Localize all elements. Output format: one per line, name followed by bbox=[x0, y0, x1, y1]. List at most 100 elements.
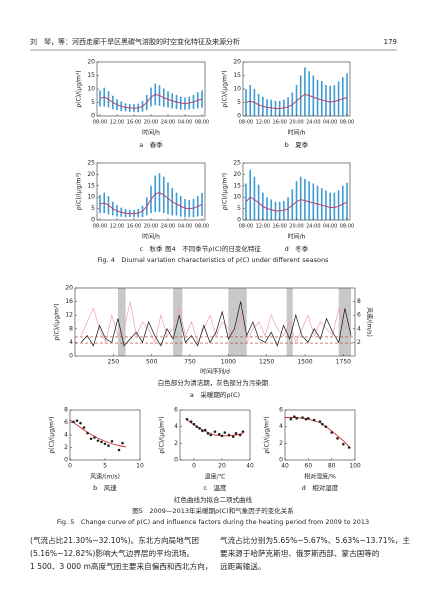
y-tick-label: 20 bbox=[87, 59, 95, 66]
y-axis-label: ρ(C)/(μg/m³) bbox=[222, 173, 229, 210]
scatter-point bbox=[209, 433, 213, 437]
scatter-point bbox=[206, 432, 210, 435]
y-tick-label: 15 bbox=[233, 72, 241, 79]
plot-frame bbox=[69, 409, 141, 461]
scatter-point bbox=[241, 430, 245, 433]
y-tick-label: 10 bbox=[87, 194, 95, 201]
scatter-point bbox=[121, 441, 124, 445]
scatter-point bbox=[227, 433, 231, 437]
x-axis-label: 相对湿度/% bbox=[304, 473, 336, 481]
scatter-point bbox=[347, 446, 351, 449]
y-tick-label: 0 bbox=[237, 113, 241, 120]
scatter-point bbox=[293, 415, 296, 418]
x-tick-label: 60 bbox=[305, 463, 313, 470]
x-tick-label: 20:00 bbox=[289, 224, 303, 230]
x-axis-label: 时间/h bbox=[288, 129, 306, 137]
panel-subtitle: d 冬季 bbox=[285, 244, 309, 253]
y-tick-label: 25 bbox=[87, 160, 95, 167]
x-axis-label: 时间/h bbox=[288, 233, 306, 241]
scatter-point bbox=[201, 429, 204, 433]
scatter-point bbox=[89, 437, 93, 441]
y-tick-label: 10 bbox=[233, 194, 241, 201]
scatter-point bbox=[107, 444, 110, 447]
y-axis-label: ρ(C)/(μg/m³) bbox=[264, 416, 271, 453]
x-tick-label: 16:00 bbox=[272, 224, 286, 230]
y-tick-label: 25 bbox=[233, 160, 241, 167]
scatter-point bbox=[189, 420, 193, 423]
y-tick-label: 6 bbox=[279, 407, 283, 414]
scatter-point bbox=[321, 422, 324, 426]
scatter-point bbox=[304, 417, 308, 421]
x-tick-label: 04:00 bbox=[323, 224, 337, 230]
plot-frame bbox=[242, 61, 351, 117]
plot-area bbox=[285, 415, 351, 449]
x-tick-label: 20:00 bbox=[289, 120, 303, 126]
x-tick-label: 08:00 bbox=[93, 224, 107, 230]
y-tick-label: 6 bbox=[64, 419, 68, 426]
scatter-point bbox=[217, 432, 221, 436]
scatter-point bbox=[312, 418, 316, 422]
y-tick-label: 15 bbox=[87, 72, 95, 79]
scatter-point bbox=[195, 425, 199, 428]
x-tick-label: 08:00 bbox=[93, 120, 107, 126]
scatter-point bbox=[79, 421, 82, 425]
y-tick-label: 5 bbox=[237, 99, 241, 106]
scatter-point bbox=[110, 439, 114, 443]
y-tick-label: 6 bbox=[174, 407, 178, 414]
panel-subtitle: d 相对湿度 bbox=[302, 483, 339, 492]
y-tick-label: 8 bbox=[69, 325, 73, 332]
scatter-point bbox=[318, 420, 322, 423]
scatter-point bbox=[301, 416, 304, 419]
scatter-point bbox=[100, 440, 103, 444]
page-number: 179 bbox=[384, 38, 397, 46]
x-tick-label: 0 bbox=[192, 463, 196, 470]
x-tick-label: 10 bbox=[136, 463, 144, 470]
x-tick-label: 40 bbox=[246, 463, 254, 470]
x-axis-label: 时间/h bbox=[142, 129, 160, 137]
fit-curve bbox=[70, 419, 127, 448]
y-tick-label: 15 bbox=[87, 182, 95, 189]
scatter-point bbox=[93, 436, 96, 439]
y-tick-label: 0 bbox=[91, 113, 95, 120]
panel-subtitle: a 春季 bbox=[139, 140, 163, 149]
y-tick-label: 0 bbox=[279, 457, 283, 464]
panel-subtitle: c 秋季 bbox=[139, 244, 163, 253]
body-text: 要来源于哈萨克斯坦、俄罗斯西部、蒙古国等的 bbox=[220, 548, 380, 558]
body-text: (气流占比21.30%~32.10%)。东北方向局地气团 bbox=[30, 535, 199, 545]
plot-frame bbox=[96, 162, 206, 221]
x-tick-label: 08:00 bbox=[195, 120, 209, 126]
y-tick-label: 15 bbox=[233, 182, 241, 189]
y2-tick-label: 8 bbox=[357, 298, 361, 305]
x-tick-label: 24:00 bbox=[161, 224, 175, 230]
figure-note: 红色曲线为拟合二项式曲线 bbox=[174, 495, 253, 504]
x-tick-label: 24:00 bbox=[306, 120, 320, 126]
scatter-point bbox=[203, 428, 207, 432]
y-tick-label: 5 bbox=[91, 99, 95, 106]
y-tick-label: 20 bbox=[233, 59, 241, 66]
figure-panel: 0 2 4 6 0 20 40 ρ(C)/(μg/m³) 温度/℃ c 温度 bbox=[159, 407, 254, 493]
figure-panel: 0 2 4 6 8 0 5 10 ρ(C)/(μg/m³) 风速/(m/s) b 风速 bbox=[49, 407, 144, 493]
scatter-point bbox=[213, 430, 217, 433]
figure-note: 白色部分为清洁期，灰色部分为污染期 bbox=[158, 378, 269, 387]
plot-frame bbox=[242, 162, 351, 221]
body-text: 1 500、3 000 m高度气团主要来自偏西和西北方向， bbox=[30, 561, 212, 571]
series-line bbox=[80, 301, 352, 347]
y2-tick-label: 6 bbox=[357, 312, 361, 319]
mean-line bbox=[99, 192, 203, 215]
x-tick-label: 0 bbox=[68, 463, 72, 470]
y-tick-label: 4 bbox=[69, 339, 73, 346]
scatter-point bbox=[103, 442, 107, 446]
scatter-point bbox=[223, 431, 227, 434]
plot-frame bbox=[179, 409, 251, 461]
figure-caption-en: Fig. 4 Diurnal variation characteristics… bbox=[97, 256, 329, 264]
y-tick-label: 0 bbox=[174, 457, 178, 464]
scatter-point bbox=[185, 417, 189, 421]
y-axis-label: ρ(C)/(μg/m³) bbox=[76, 70, 83, 107]
figure-caption-cn: 图5 2009—2013年采暖期ρ(C)和气象因子的变化关系 bbox=[132, 506, 294, 515]
fit-curve bbox=[285, 417, 350, 447]
y-tick-label: 2 bbox=[174, 440, 178, 447]
panel-subtitle: c 温度 bbox=[203, 483, 227, 492]
x-tick-label: 24:00 bbox=[161, 120, 175, 126]
scatter-point bbox=[289, 417, 293, 421]
